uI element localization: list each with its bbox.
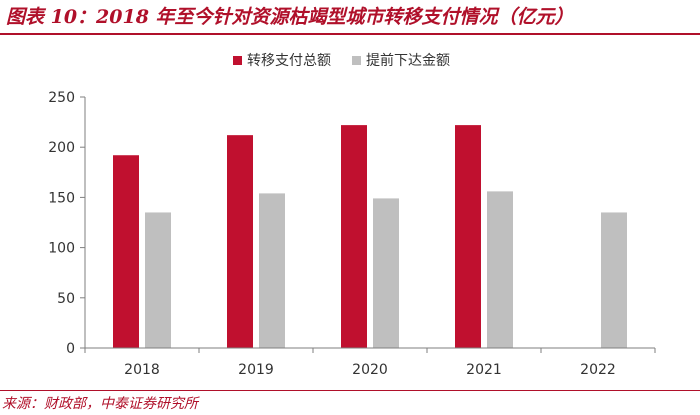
- bars-group: [113, 125, 627, 348]
- bar-2-2019: [259, 193, 285, 348]
- bar-chart: 转移支付总额 提前下达金额 2018 2019 2020 2021 2022 0 50 100 1…: [48, 52, 656, 378]
- y-tick-label-100: 100: [48, 241, 75, 257]
- legend-swatch-2: [352, 56, 361, 65]
- bar-2-2022: [601, 212, 627, 348]
- chart-legend: 转移支付总额 提前下达金额: [233, 52, 450, 69]
- y-tick-label-0: 0: [66, 341, 75, 357]
- legend-label-2: 提前下达金额: [366, 52, 450, 69]
- x-tick-label-2018: 2018: [124, 362, 160, 378]
- bar-2-2021: [487, 191, 513, 348]
- y-tick-label-150: 150: [48, 190, 75, 206]
- legend-label-1: 转移支付总额: [247, 53, 331, 69]
- axes-group: 2018 2019 2020 2021 2022 0 50 100 150 200 250: [48, 90, 656, 378]
- source-divider: [0, 390, 700, 391]
- bar-2-2020: [373, 198, 399, 348]
- bar-1-2019: [227, 135, 253, 348]
- bar-1-2018: [113, 155, 139, 348]
- bar-1-2020: [341, 125, 367, 348]
- source-note: 来源：财政部，中泰证券研究所: [2, 396, 198, 412]
- legend-swatch-1: [233, 56, 242, 65]
- bar-2-2018: [145, 212, 171, 348]
- chart-title: 图表 10：2018 年至今针对资源枯竭型城市转移支付情况（亿元）: [6, 6, 574, 28]
- x-tick-label-2019: 2019: [238, 362, 274, 378]
- x-tick-label-2022: 2022: [580, 362, 616, 378]
- x-tick-label-2021: 2021: [466, 362, 502, 378]
- x-tick-label-2020: 2020: [352, 362, 388, 378]
- y-tick-label-250: 250: [48, 90, 75, 106]
- title-divider: [0, 33, 700, 35]
- y-tick-label-50: 50: [57, 291, 75, 307]
- y-tick-label-200: 200: [48, 140, 75, 156]
- bar-1-2021: [455, 125, 481, 348]
